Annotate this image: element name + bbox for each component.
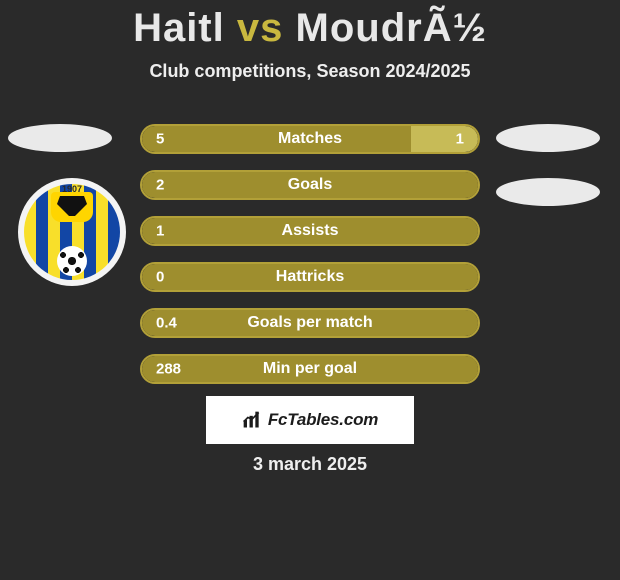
date-label: 3 march 2025 [253,454,367,475]
stat-value-left: 5 [156,131,164,148]
stat-value-left: 0 [156,269,164,286]
stat-value-left: 1 [156,223,164,240]
club-badge: 1907 [18,178,126,286]
player-oval-left [8,124,112,152]
brand-card: FcTables.com [206,396,414,444]
stat-bar: 0.4 Goals per match [140,308,480,338]
stat-value-left: 2 [156,177,164,194]
stat-label: Goals per match [247,314,372,332]
stat-label: Goals [288,176,332,194]
subtitle: Club competitions, Season 2024/2025 [0,61,620,82]
stat-label: Assists [282,222,339,240]
stat-value-left: 0.4 [156,315,177,332]
stat-bar: 2 Goals [140,170,480,200]
stat-label: Matches [278,130,342,148]
brand-text: FcTables.com [268,410,378,430]
stat-value-right: 1 [456,131,464,148]
stat-bar: 0 Hattricks [140,262,480,292]
title-word-0: Haitl [133,6,225,50]
stats-group: 5 Matches 1 2 Goals 1 Assists 0 Hattricks 0.4 Goal… [140,124,480,400]
brand-chart-icon [242,410,262,430]
page-title: Haitl vs MoudrÃ½ [0,0,620,51]
stat-fill-right [411,126,478,152]
stat-bar: 5 Matches 1 [140,124,480,154]
title-word-2: MoudrÃ½ [296,6,487,50]
player-oval-right-2 [496,178,600,206]
title-word-1: vs [237,6,284,50]
infographic-root: Haitl vs MoudrÃ½ Club competitions, Seas… [0,0,620,580]
stat-fill-left [142,126,411,152]
club-badge-ball-icon [57,246,87,276]
stat-label: Min per goal [263,360,357,378]
stat-bar: 288 Min per goal [140,354,480,384]
club-badge-crest [51,192,93,222]
stat-bar: 1 Assists [140,216,480,246]
player-oval-right-1 [496,124,600,152]
stat-value-left: 288 [156,361,181,378]
stat-label: Hattricks [276,268,344,286]
